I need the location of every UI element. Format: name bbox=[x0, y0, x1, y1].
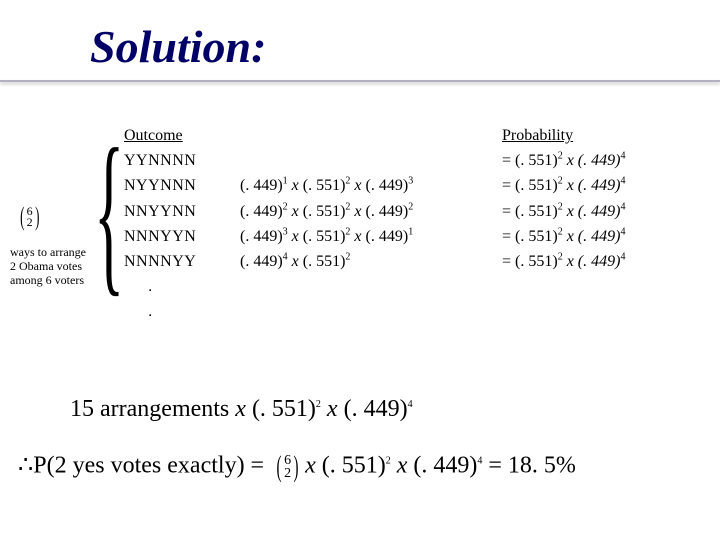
expr-cell: (. 449)3 x (. 551)2 x (. 449)1 bbox=[240, 225, 500, 248]
title-underline bbox=[0, 80, 720, 82]
outcome-cell: NNNYYN bbox=[122, 225, 238, 248]
outcome-cell: YYNNNN bbox=[122, 149, 238, 172]
binomial-inline: (62) bbox=[274, 450, 301, 484]
probability-header: Probability bbox=[502, 127, 573, 144]
outcome-cell: NNNNYY bbox=[122, 250, 238, 273]
prob-cell: = (. 551)2 x (. 449)4 bbox=[502, 250, 625, 273]
table-row: NNNYYN (. 449)3 x (. 551)2 x (. 449)1 = … bbox=[122, 225, 625, 248]
table-header-row: Outcome Probability bbox=[122, 124, 625, 147]
slide-title: Solution: bbox=[90, 20, 266, 73]
prob-cell: = (. 551)2 x (. 449)4 bbox=[502, 225, 625, 248]
prob-cell: = (. 551)2 x (. 449)4 bbox=[502, 174, 625, 197]
summary-line: 15 arrangements x (. 551)2 x (. 449)4 bbox=[70, 396, 413, 423]
prob-cell: = (. 551)2 x (. 449)4 bbox=[502, 200, 625, 223]
table-row: NNYYNN (. 449)2 x (. 551)2 x (. 449)2 = … bbox=[122, 200, 625, 223]
dots-row: . bbox=[122, 300, 625, 323]
expr-cell: (. 449)1 x (. 551)2 x (. 449)3 bbox=[240, 174, 500, 197]
prob-cell: = (. 551)2 x (. 449)4 bbox=[502, 149, 625, 172]
outcome-header: Outcome bbox=[124, 127, 183, 144]
outcome-cell: NNYYNN bbox=[122, 200, 238, 223]
binomial-small: (62) bbox=[18, 202, 41, 232]
conclusion-line: ∴P(2 yes votes exactly) = (62)x (. 551)2… bbox=[18, 450, 576, 484]
side-note: ways to arrange 2 Obama votes among 6 vo… bbox=[10, 246, 90, 287]
dots-row: . bbox=[122, 275, 625, 298]
expr-cell: (. 449)4 x (. 551)2 bbox=[240, 250, 500, 273]
expr-cell bbox=[240, 149, 500, 172]
outcome-table: Outcome Probability YYNNNN = (. 551)2 x … bbox=[120, 122, 627, 326]
outcome-cell: NYYNNN bbox=[122, 174, 238, 197]
table-row: NNNNYY (. 449)4 x (. 551)2 = (. 551)2 x … bbox=[122, 250, 625, 273]
table-row: NYYNNN (. 449)1 x (. 551)2 x (. 449)3 = … bbox=[122, 174, 625, 197]
expr-cell: (. 449)2 x (. 551)2 x (. 449)2 bbox=[240, 200, 500, 223]
table-row: YYNNNN = (. 551)2 x (. 449)4 bbox=[122, 149, 625, 172]
